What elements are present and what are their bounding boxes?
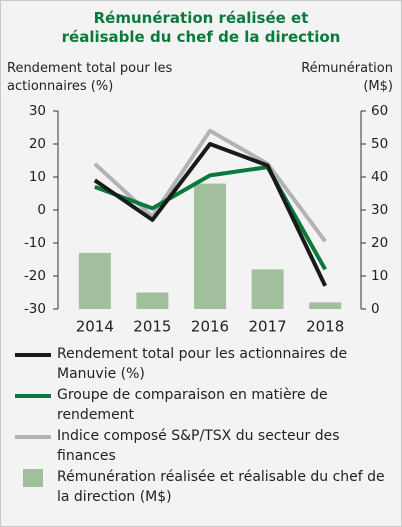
y2-tick-label: 10 <box>371 268 388 284</box>
bar <box>251 269 284 309</box>
legend-item: Rémunération réalisée et réalisable du c… <box>15 467 395 507</box>
y2-tick-label: 60 <box>371 103 388 119</box>
legend-swatch <box>15 353 51 357</box>
legend-swatch <box>23 469 43 487</box>
x-tick-label: 2018 <box>306 318 344 336</box>
y-tick-label: -20 <box>24 268 46 284</box>
legend-label: Indice composé S&P/TSX du secteur des fi… <box>57 428 340 464</box>
line <box>93 142 328 287</box>
bar <box>78 252 111 309</box>
y-tick-label: -30 <box>24 301 46 317</box>
chart: -30 -20 -10 0 10 20 30 0 10 20 30 40 50 60 2014 2015 201… <box>24 103 388 336</box>
x-tick-label: 2015 <box>133 318 171 336</box>
legend-swatch <box>15 394 51 398</box>
line <box>93 128 327 243</box>
y-tick-label: 30 <box>29 103 46 119</box>
legend-item: Groupe de comparaison en matière de rend… <box>15 385 395 425</box>
legend-item: Rendement total pour les actionnaires de… <box>15 344 395 384</box>
y2-tick-label: 30 <box>371 202 388 218</box>
legend: Rendement total pour les actionnaires de… <box>15 344 395 508</box>
x-tick-label: 2016 <box>191 318 229 336</box>
y-tick-label: -10 <box>24 235 46 251</box>
y-tick-label: 0 <box>37 202 46 218</box>
y-axis-label: Rendement total pour les actionnaires (%… <box>7 61 173 94</box>
legend-label: Groupe de comparaison en matière de rend… <box>57 387 328 423</box>
x-tick-label: 2017 <box>249 318 287 336</box>
bar <box>194 183 226 309</box>
y-tick-label: 10 <box>29 169 46 185</box>
chart-title: Rémunération réalisée et réalisable du c… <box>61 9 341 46</box>
bar <box>136 292 169 309</box>
y2-tick-label: 20 <box>371 235 388 251</box>
legend-label: Rendement total pour les actionnaires de… <box>57 346 348 382</box>
legend-swatch <box>15 435 51 439</box>
y2-axis-label: Rémunération (M$) <box>301 61 393 94</box>
bar <box>309 302 342 309</box>
legend-item: Indice composé S&P/TSX du secteur des fi… <box>15 426 395 466</box>
legend-label: Rémunération réalisée et réalisable du c… <box>57 469 385 505</box>
y2-tick-label: 50 <box>371 136 388 152</box>
y2-tick-label: 40 <box>371 169 388 185</box>
x-tick-label: 2014 <box>76 318 114 336</box>
y-tick-label: 20 <box>29 136 46 152</box>
y2-tick-label: 0 <box>371 301 380 317</box>
